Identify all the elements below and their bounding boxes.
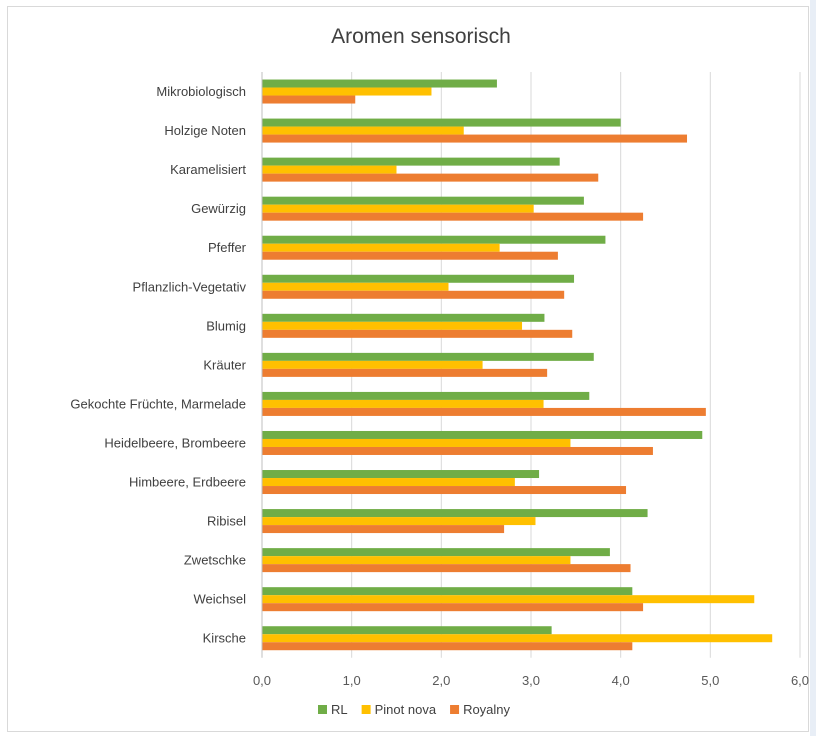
bar-rl bbox=[262, 391, 590, 400]
x-tick-label: 4,0 bbox=[612, 673, 630, 688]
bar-rl bbox=[262, 430, 703, 439]
bar-rl bbox=[262, 235, 606, 244]
category-label: Heidelbeere, Brombeere bbox=[104, 435, 246, 450]
bar-pinot-nova bbox=[262, 282, 449, 291]
bar-royalny bbox=[262, 486, 627, 495]
bar-rl bbox=[262, 626, 552, 635]
bar-rl bbox=[262, 118, 621, 127]
legend-swatch bbox=[318, 705, 327, 714]
bar-royalny bbox=[262, 407, 706, 416]
category-label: Gewürzig bbox=[191, 201, 246, 216]
bar-rl bbox=[262, 470, 540, 479]
x-tick-label: 5,0 bbox=[701, 673, 719, 688]
bar-rl bbox=[262, 79, 497, 88]
bar-pinot-nova bbox=[262, 360, 483, 369]
category-label: Weichsel bbox=[193, 592, 246, 607]
bar-rl bbox=[262, 196, 584, 205]
bar-pinot-nova bbox=[262, 165, 397, 174]
bar-pinot-nova bbox=[262, 517, 536, 526]
category-labels: Mikrobiologisch Holzige Noten Karamelisier… bbox=[70, 84, 246, 646]
category-label: Karamelisiert bbox=[170, 162, 246, 177]
bar-pinot-nova bbox=[262, 438, 571, 447]
category-label: Ribisel bbox=[207, 514, 246, 529]
x-tick-label: 0,0 bbox=[253, 673, 271, 688]
chart-title: Aromen sensorisch bbox=[331, 25, 511, 48]
bar-royalny bbox=[262, 95, 356, 104]
x-tick-label: 3,0 bbox=[522, 673, 540, 688]
category-label: Pfeffer bbox=[208, 240, 247, 255]
x-tick-label: 6,0 bbox=[791, 673, 809, 688]
window-edge-strip bbox=[810, 0, 816, 736]
bar-rl bbox=[262, 548, 610, 557]
bar-pinot-nova bbox=[262, 204, 534, 213]
bar-royalny bbox=[262, 642, 633, 651]
bar-rl bbox=[262, 313, 545, 322]
category-label: Kirsche bbox=[203, 631, 246, 646]
bars bbox=[262, 79, 773, 651]
legend: RL Pinot nova Royalny bbox=[318, 702, 511, 717]
x-tick-label: 2,0 bbox=[432, 673, 450, 688]
bar-rl bbox=[262, 352, 594, 361]
legend-swatch bbox=[361, 705, 371, 714]
bar-royalny bbox=[262, 564, 631, 573]
bar-pinot-nova bbox=[262, 126, 464, 135]
bar-royalny bbox=[262, 134, 688, 143]
category-label: Blumig bbox=[206, 318, 246, 333]
bar-rl bbox=[262, 274, 575, 283]
category-label: Holzige Noten bbox=[164, 123, 246, 138]
category-label: Pflanzlich-Vegetativ bbox=[133, 279, 247, 294]
bar-pinot-nova bbox=[262, 321, 523, 330]
bar-royalny bbox=[262, 446, 653, 455]
bar-rl bbox=[262, 509, 648, 518]
bar-royalny bbox=[262, 525, 505, 534]
bar-royalny bbox=[262, 329, 573, 338]
legend-swatch bbox=[450, 705, 460, 714]
bar-royalny bbox=[262, 251, 558, 260]
bar-royalny bbox=[262, 173, 599, 182]
bar-royalny bbox=[262, 212, 644, 221]
bar-rl bbox=[262, 587, 633, 596]
category-label: Zwetschke bbox=[184, 553, 246, 568]
category-label: Kräuter bbox=[203, 357, 246, 372]
bar-pinot-nova bbox=[262, 87, 432, 96]
bar-royalny bbox=[262, 290, 565, 299]
x-tick-label: 1,0 bbox=[343, 673, 361, 688]
bar-pinot-nova bbox=[262, 243, 500, 252]
bar-royalny bbox=[262, 603, 644, 612]
bar-pinot-nova bbox=[262, 595, 755, 604]
bar-pinot-nova bbox=[262, 634, 773, 643]
bar-pinot-nova bbox=[262, 399, 544, 408]
bar-pinot-nova bbox=[262, 556, 571, 565]
category-label: Mikrobiologisch bbox=[156, 84, 246, 99]
x-tick-labels: 0,0 1,0 2,0 3,0 4,0 5,0 6,0 bbox=[253, 673, 809, 688]
legend-label: Royalny bbox=[463, 702, 510, 717]
bar-pinot-nova bbox=[262, 478, 515, 487]
legend-label: RL bbox=[331, 702, 348, 717]
category-label: Gekochte Früchte, Marmelade bbox=[70, 396, 246, 411]
bar-royalny bbox=[262, 368, 548, 377]
category-label: Himbeere, Erdbeere bbox=[129, 475, 246, 490]
bar-rl bbox=[262, 157, 560, 166]
legend-label: Pinot nova bbox=[375, 702, 437, 717]
